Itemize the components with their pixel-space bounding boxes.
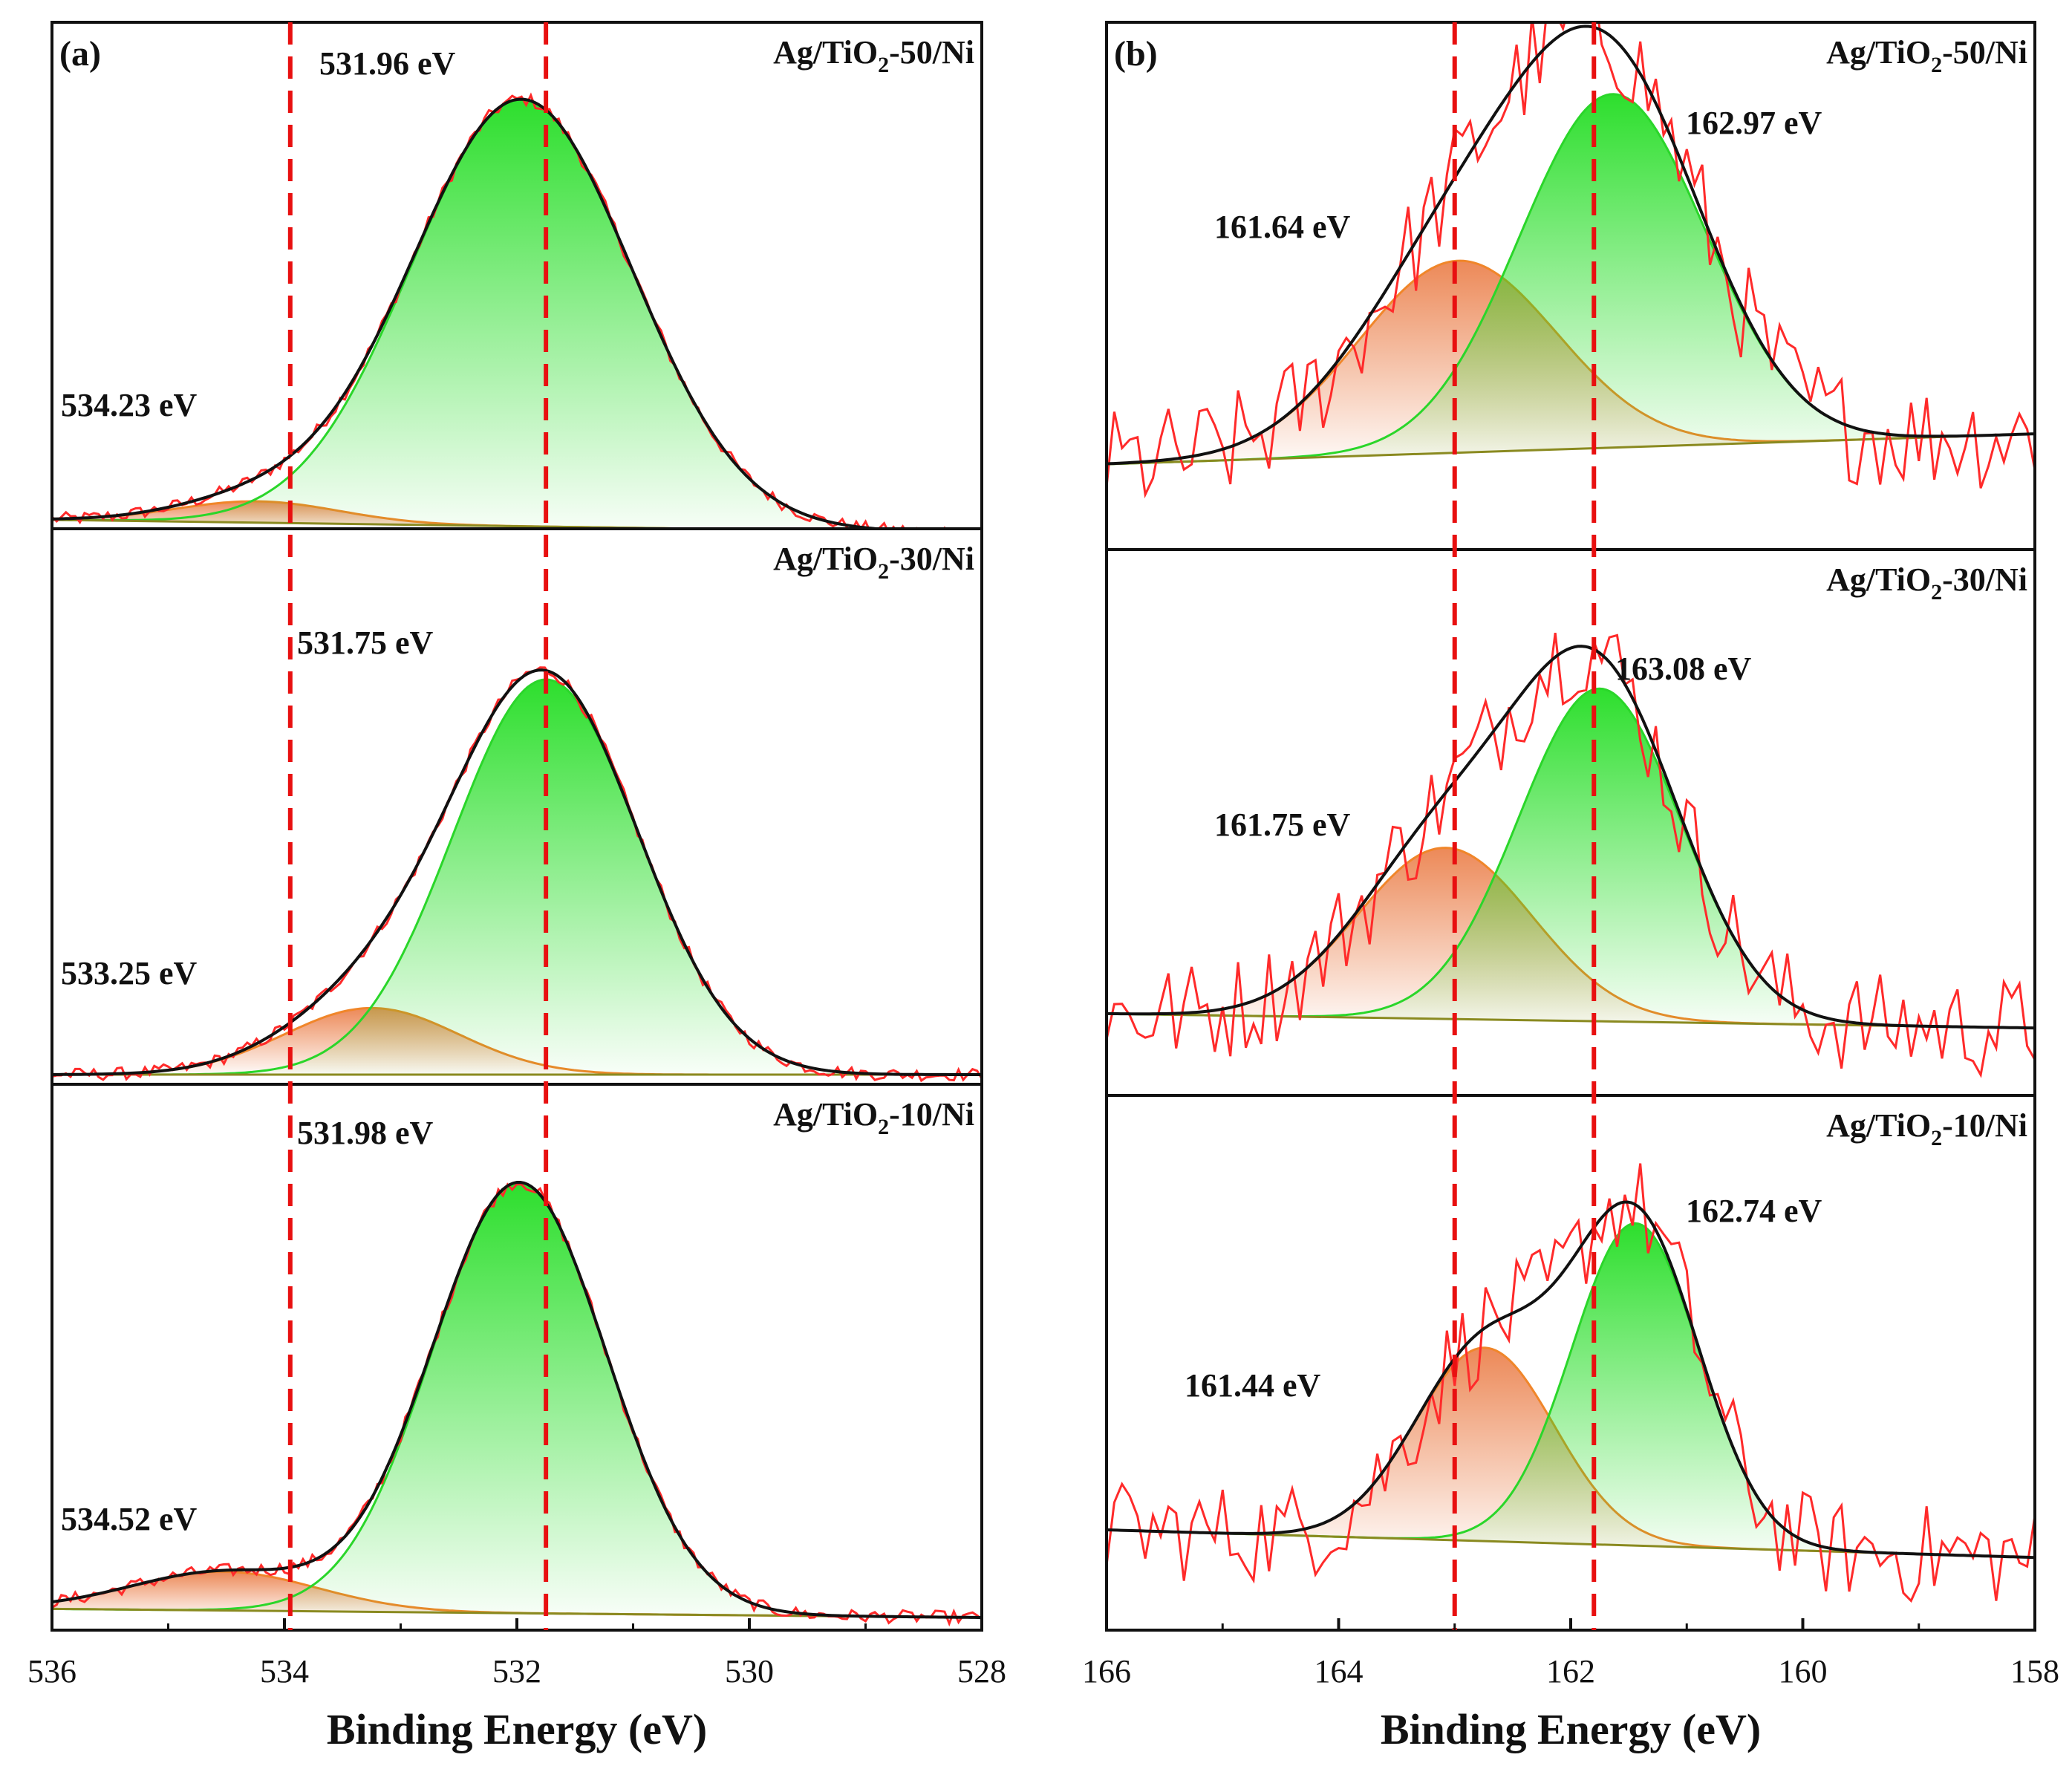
peak-label-shoulder: 534.52 eV bbox=[61, 1501, 198, 1537]
x-axis-title: Binding Energy (eV) bbox=[1381, 1705, 1761, 1753]
peak-label-low: 161.64 eV bbox=[1214, 209, 1351, 245]
x-axis-title: Binding Energy (eV) bbox=[327, 1705, 707, 1753]
x-tick-label: 534 bbox=[260, 1653, 309, 1690]
peak-label-high: 162.74 eV bbox=[1686, 1193, 1822, 1229]
orange-component-fill bbox=[52, 1008, 982, 1075]
baseline-line bbox=[1107, 432, 2035, 466]
x-tick-label: 162 bbox=[1546, 1653, 1595, 1690]
x-tick-label: 158 bbox=[2010, 1653, 2059, 1690]
fitted-envelope-line bbox=[1107, 25, 2035, 466]
green-component-fill bbox=[52, 680, 982, 1075]
fitted-envelope-line bbox=[52, 668, 982, 1076]
peak-label-high: 163.08 eV bbox=[1615, 651, 1752, 687]
subplot-30: Ag/TiO2-30/Ni 531.75 eV 533.25 eV bbox=[51, 527, 983, 1086]
peak-label-main: 531.96 eV bbox=[319, 45, 456, 82]
x-tick-label: 530 bbox=[725, 1653, 774, 1690]
peak-label-low: 161.44 eV bbox=[1185, 1367, 1321, 1404]
sample-label: Ag/TiO2-10/Ni bbox=[773, 1096, 974, 1139]
sample-label: Ag/TiO2-30/Ni bbox=[773, 541, 974, 584]
peak-label-low: 161.75 eV bbox=[1214, 807, 1351, 843]
subplot-30: Ag/TiO2-30/Ni 163.08 eV 161.75 eV bbox=[1105, 548, 2036, 1097]
green-component-fill bbox=[1107, 688, 2035, 1029]
sample-label: Ag/TiO2-50/Ni bbox=[773, 34, 974, 77]
sample-label: Ag/TiO2-10/Ni bbox=[1826, 1107, 2027, 1150]
baseline-line bbox=[52, 518, 780, 529]
x-tick-label: 160 bbox=[1779, 1653, 1828, 1690]
peak-label-high: 162.97 eV bbox=[1686, 105, 1822, 141]
subplot-50: Ag/TiO2-50/Ni 531.96 eV 534.23 eV bbox=[51, 21, 983, 530]
x-tick-label: 166 bbox=[1082, 1653, 1131, 1690]
subplot-10: Ag/TiO2-10/Ni 162.74 eV 161.44 eV bbox=[1105, 1094, 2036, 1632]
panel-label: (b) bbox=[1114, 34, 1158, 74]
orange-component-fill bbox=[1107, 847, 2035, 1029]
green-component-fill bbox=[1107, 1223, 2035, 1558]
fitted-envelope-line bbox=[52, 1181, 982, 1619]
x-tick-label: 532 bbox=[492, 1653, 541, 1690]
sample-label: Ag/TiO2-50/Ni bbox=[1826, 34, 2027, 77]
fitted-envelope-line bbox=[1107, 645, 2035, 1030]
raw-spectrum-line bbox=[1107, 1163, 2035, 1603]
green-component-fill bbox=[1107, 94, 2035, 464]
subplot-10: Ag/TiO2-10/Ni 531.98 eV 534.52 eV bbox=[51, 1083, 983, 1632]
sample-label: Ag/TiO2-30/Ni bbox=[1826, 561, 2027, 605]
green-component-fill bbox=[52, 1182, 982, 1617]
panel-label: (a) bbox=[59, 34, 101, 74]
green-component-fill bbox=[52, 99, 876, 529]
panel-a: Ag/TiO2-50/Ni 531.96 eV 534.23 eV Ag/TiO2-3… bbox=[27, 21, 1006, 1753]
raw-spectrum-line bbox=[1107, 633, 2035, 1078]
fitted-envelope-line bbox=[52, 97, 899, 529]
peak-label-shoulder: 533.25 eV bbox=[61, 955, 198, 991]
x-tick-label: 528 bbox=[957, 1653, 1006, 1690]
fitted-envelope-line bbox=[1107, 1200, 2035, 1560]
x-tick-label: 536 bbox=[27, 1653, 76, 1690]
peak-label-shoulder: 534.23 eV bbox=[61, 387, 198, 423]
peak-label-main: 531.98 eV bbox=[297, 1115, 434, 1151]
x-tick-label: 164 bbox=[1314, 1653, 1364, 1690]
peak-label-main: 531.75 eV bbox=[297, 625, 434, 661]
